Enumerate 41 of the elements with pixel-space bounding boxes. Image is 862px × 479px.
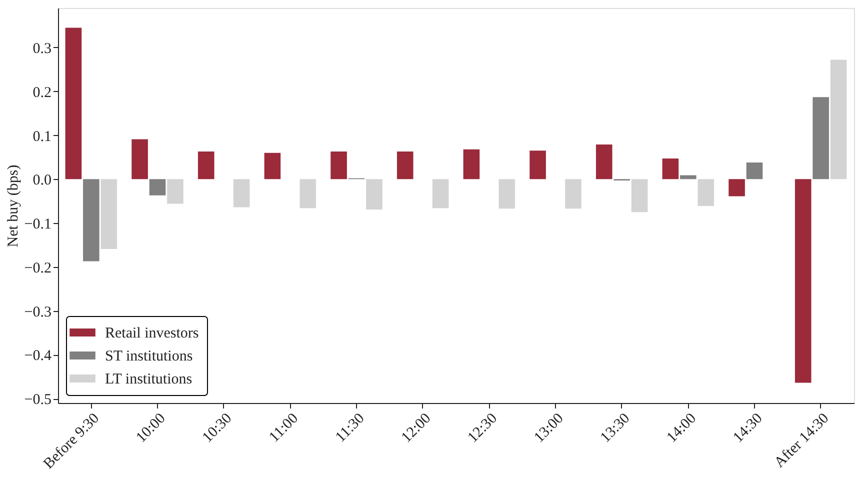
bar [198,152,214,180]
bar [498,179,516,209]
bar [830,60,847,180]
bar [149,179,166,196]
legend-label: ST institutions [105,348,193,364]
bar [812,97,829,180]
bar [233,179,250,208]
bar [728,179,745,196]
y-tick-label: 0.3 [32,41,52,57]
bar [432,179,449,208]
bar [530,150,546,180]
bar [463,149,480,180]
bar [100,179,118,249]
bar [65,28,82,180]
y-tick-label: −0.4 [24,348,52,364]
bar [680,175,696,180]
bar [330,152,347,180]
y-tick-label: −0.1 [24,216,52,233]
y-tick-label: 0.2 [32,84,52,101]
bar [631,179,648,212]
bar [746,162,763,180]
legend-label: Retail investors [105,326,199,342]
bar [300,179,316,208]
legend-label: LT institutions [105,372,192,388]
bar [794,179,812,383]
y-tick-label: 0.1 [32,128,52,145]
y-tick-label: −0.3 [24,304,52,320]
bar [167,179,184,204]
bar [83,179,100,262]
y-tick-label: −0.2 [24,260,52,276]
bar [565,179,582,209]
bar [662,158,679,180]
bar [698,179,714,206]
bar [396,152,414,180]
y-tick-label: 0.0 [32,172,52,189]
y-axis-title: Net buy (bps) [5,164,22,248]
bar [596,144,612,180]
bar [366,179,382,210]
bar [264,152,281,180]
y-tick-label: −0.5 [24,392,52,408]
bar [132,139,148,180]
